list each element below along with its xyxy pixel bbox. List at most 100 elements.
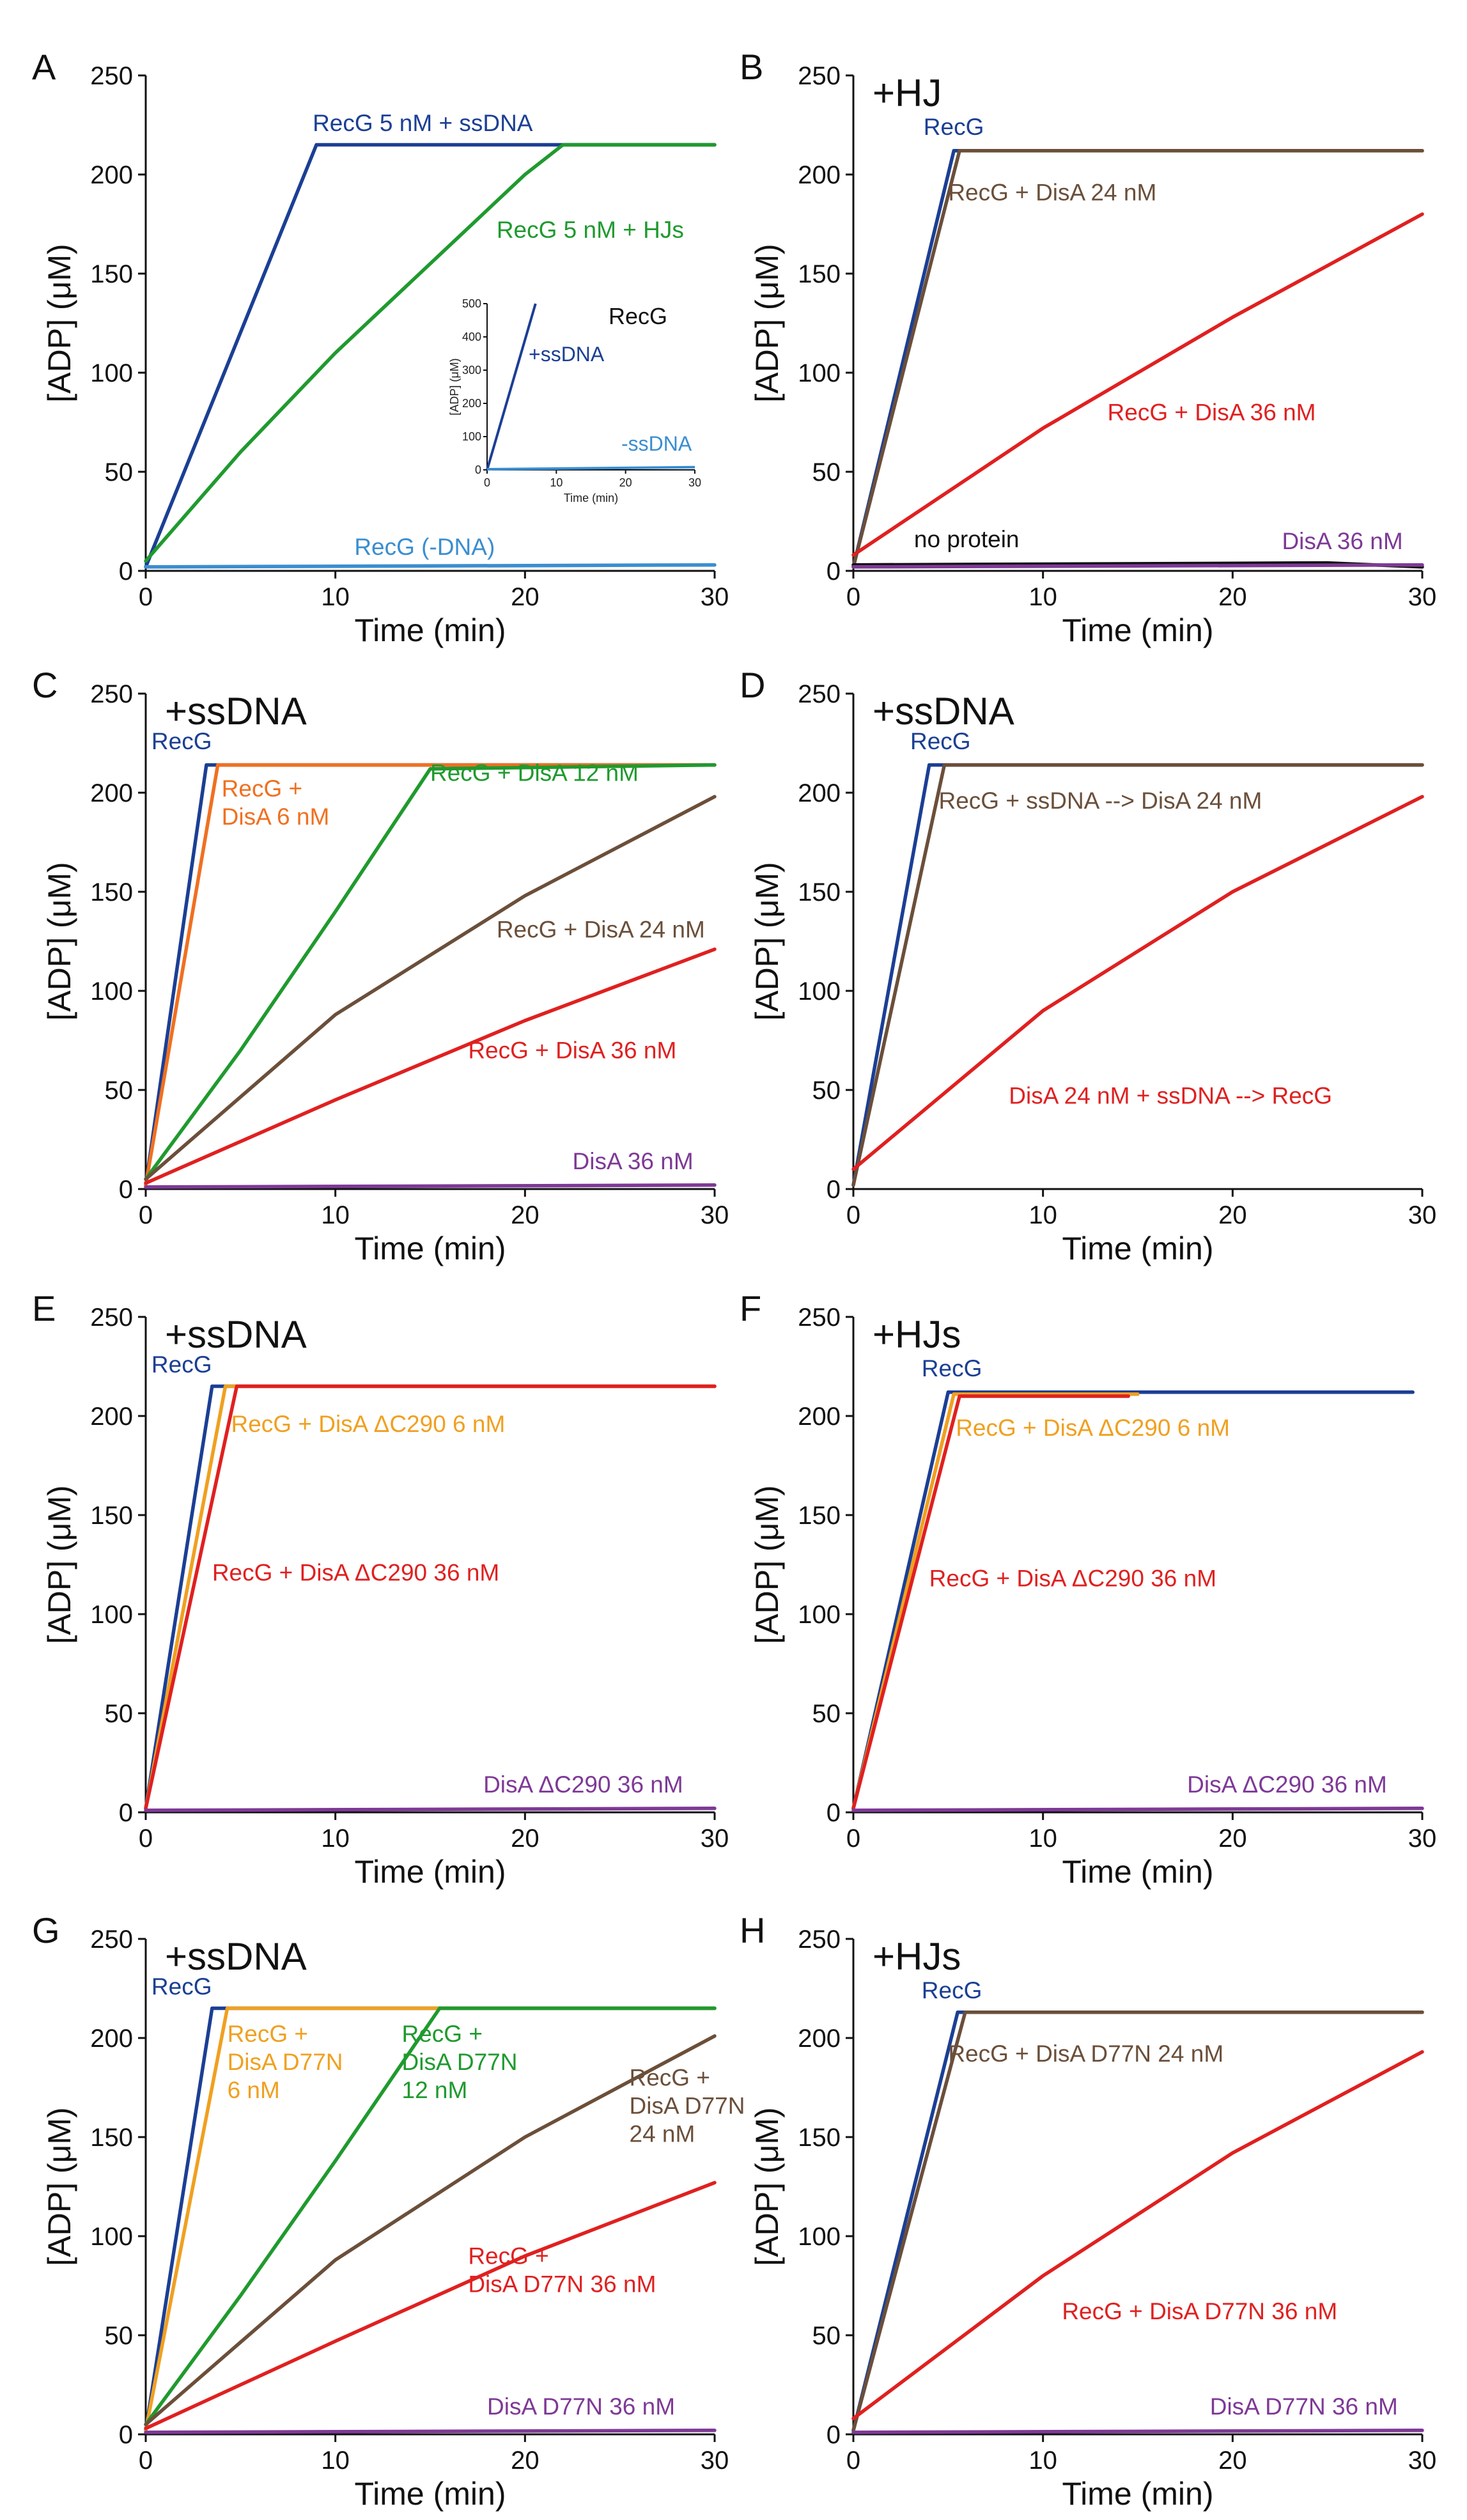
series-line-recg-disa-d77n-36-nm: [144, 2181, 717, 2431]
x-tick-label: 20: [511, 2446, 539, 2475]
series-label-recg-dna: RecG (-DNA): [354, 534, 495, 560]
condition-label: +HJs: [873, 1313, 961, 1356]
series-label-recg-disa-24-nm: RecG + DisA 24 nM: [497, 916, 705, 942]
y-tick-label: 100: [90, 359, 133, 387]
y-tick-label: 150: [90, 2124, 133, 2152]
series-line-recg-disa-c290-36-nm: [851, 1394, 1130, 1810]
y-axis-title: [ADP] (μM): [749, 2107, 785, 2266]
panel-letter: F: [740, 1288, 761, 1328]
y-tick-label: 150: [90, 260, 133, 288]
condition-label: +ssDNA: [165, 690, 307, 733]
x-tick-label: 30: [701, 1201, 729, 1229]
x-tick-label: 20: [1218, 2446, 1247, 2475]
panel-h: 0 50 100 150 200 250 0 10 20 30 Time (min) [ADP] (μ…: [740, 1910, 1436, 2512]
inset-title: RecG: [609, 303, 667, 329]
y-tick-label: 0: [119, 1799, 133, 1827]
panel-g: 0 50 100 150 200 250 0 10 20 30 Time (min) [ADP] (μ…: [32, 1910, 745, 2512]
y-tick-label: 200: [90, 2025, 133, 2053]
inset-x-tick-label: 10: [550, 476, 563, 489]
series-label-recg-disa-d77n-24-nm: DisA D77N: [630, 2092, 745, 2119]
inset-y-tick-label: 100: [462, 430, 481, 443]
y-tick-label: 150: [798, 878, 841, 906]
y-tick-label: 0: [119, 557, 133, 586]
series-label-disa-24-nm-ssdna-recg: DisA 24 nM + ssDNA --> RecG: [1009, 1083, 1332, 1109]
series-label-recg-ssdna-disa-24-nm: RecG + ssDNA --> DisA 24 nM: [939, 788, 1262, 814]
x-tick-label: 30: [701, 2446, 729, 2475]
y-tick-label: 100: [90, 1601, 133, 1629]
y-tick-label: 150: [798, 1502, 841, 1530]
x-tick-label: 0: [846, 1201, 860, 1229]
inset-x-tick-label: 20: [619, 476, 632, 489]
panel-d: 0 50 100 150 200 250 0 10 20 30 Time (min) [ADP] (μ…: [740, 665, 1436, 1266]
x-tick-label: 0: [846, 583, 860, 611]
x-tick-label: 30: [1408, 2446, 1437, 2475]
series-label-recg-5-nm-ssdna: RecG 5 nM + ssDNA: [313, 110, 533, 136]
inset-y-tick-label: 500: [462, 297, 481, 310]
y-axis-title: [ADP] (μM): [749, 862, 785, 1020]
inset-y-tick-label: 300: [462, 364, 481, 377]
panel-letter: H: [740, 1910, 765, 1950]
x-tick-label: 10: [1028, 1824, 1057, 1853]
series-line-recg: [851, 1390, 1415, 1810]
x-tick-label: 30: [1408, 583, 1437, 611]
panel-letter: C: [32, 665, 58, 705]
y-tick-label: 0: [119, 1176, 133, 1204]
inset-series-label-ssdna: -ssDNA: [621, 432, 692, 455]
series-label-recg-disa-d77n-24-nm: RecG +: [630, 2064, 710, 2090]
series-line-recg-disa-6-nm: [144, 763, 717, 1187]
series-label-disa-d77n-36-nm: DisA D77N 36 nM: [487, 2393, 675, 2420]
series-line-recg-5-nm-hjs: [144, 143, 717, 563]
y-axis-title: [ADP] (μM): [749, 1485, 785, 1644]
series-line-recg: [144, 1384, 717, 1810]
y-tick-label: 100: [798, 1601, 841, 1629]
y-tick-label: 250: [90, 680, 133, 708]
y-tick-label: 200: [90, 779, 133, 807]
y-tick-label: 200: [798, 1403, 841, 1431]
y-tick-label: 50: [105, 1700, 134, 1728]
y-axis-title: [ADP] (μM): [42, 244, 77, 402]
series-label-recg-disa-d77n-36-nm: DisA D77N 36 nM: [468, 2271, 656, 2297]
inset-y-axis-title: [ADP] (μM): [448, 358, 461, 415]
y-tick-label: 150: [798, 2124, 841, 2152]
x-tick-label: 10: [321, 583, 350, 611]
series-line-recg-disa-c290-36-nm: [144, 1384, 717, 1810]
x-tick-label: 0: [139, 2446, 153, 2475]
y-tick-label: 0: [119, 2421, 133, 2449]
series-label-recg-disa-d77n-12-nm: RecG +: [402, 2021, 483, 2047]
series-label-recg: RecG: [922, 1977, 982, 2003]
x-tick-label: 0: [846, 1824, 860, 1853]
series-label-recg: RecG: [151, 728, 212, 754]
series-line-recg-dna: [144, 563, 717, 569]
y-tick-label: 150: [90, 1502, 133, 1530]
y-tick-label: 50: [105, 1077, 134, 1105]
series-label-recg: RecG: [922, 1355, 982, 1381]
series-line-disa-d77n-36-nm: [851, 2429, 1424, 2434]
series-line-recg: [851, 2010, 1424, 2432]
series-label-recg-disa-d77n-6-nm: DisA D77N: [228, 2049, 343, 2075]
y-tick-label: 50: [105, 2322, 134, 2350]
condition-label: +HJ: [873, 72, 942, 114]
panel-c: 0 50 100 150 200 250 0 10 20 30 Time (min) [ADP] (μ…: [32, 665, 729, 1266]
y-axis-title: [ADP] (μM): [42, 1485, 77, 1644]
x-tick-label: 0: [139, 583, 153, 611]
series-label-disa-d77n-36-nm: DisA D77N 36 nM: [1210, 2393, 1398, 2420]
series-line-recg-disa-d77n-12-nm: [144, 2006, 717, 2427]
inset-series-line-ssdna: [486, 465, 695, 471]
y-tick-label: 100: [90, 977, 133, 1006]
inset-y-tick-label: 0: [475, 463, 481, 476]
x-tick-label: 30: [701, 583, 729, 611]
y-axis-title: [ADP] (μM): [749, 244, 785, 402]
x-axis-title: Time (min): [354, 612, 506, 648]
series-line-recg-disa-12-nm: [144, 763, 717, 1181]
series-line-recg: [851, 149, 1424, 569]
y-axis-title: [ADP] (μM): [42, 862, 77, 1020]
series-label-recg-disa-d77n-24-nm: RecG + DisA D77N 24 nM: [948, 2041, 1223, 2067]
series-label-recg-disa-d77n-36-nm: RecG +: [468, 2243, 548, 2269]
x-tick-label: 20: [1218, 1824, 1247, 1853]
x-tick-label: 20: [1218, 583, 1247, 611]
series-label-no-protein: no protein: [914, 526, 1020, 552]
y-tick-label: 0: [827, 2421, 841, 2449]
y-tick-label: 250: [798, 1303, 841, 1332]
